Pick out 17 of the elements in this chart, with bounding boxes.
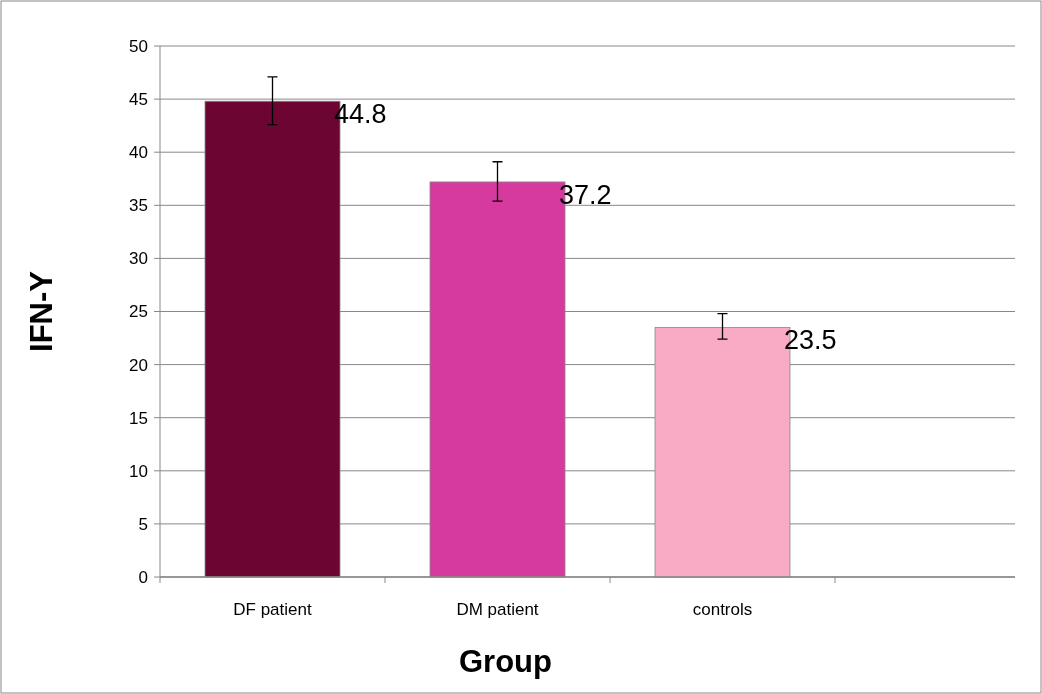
x-tick-label: DF patient — [233, 600, 312, 619]
y-tick-label: 35 — [129, 196, 148, 216]
y-tick-label: 5 — [138, 514, 148, 534]
y-tick-label: 20 — [129, 355, 148, 375]
y-tick-label: 25 — [129, 302, 148, 322]
y-tick-label: 15 — [129, 408, 148, 428]
y-tick-label: 50 — [129, 36, 148, 56]
x-tick-label: DM patient — [456, 600, 539, 619]
data-label: 23.5 — [784, 325, 837, 356]
y-tick-label: 30 — [129, 249, 148, 269]
y-tick-label: 0 — [138, 567, 148, 587]
y-axis-title: IFN-Y — [24, 270, 59, 352]
y-tick-label: 10 — [129, 461, 148, 481]
y-tick-label: 45 — [129, 90, 148, 110]
x-tick-label: controls — [692, 600, 753, 619]
x-axis-title: Group — [459, 644, 552, 679]
y-tick-label: 40 — [129, 143, 148, 163]
